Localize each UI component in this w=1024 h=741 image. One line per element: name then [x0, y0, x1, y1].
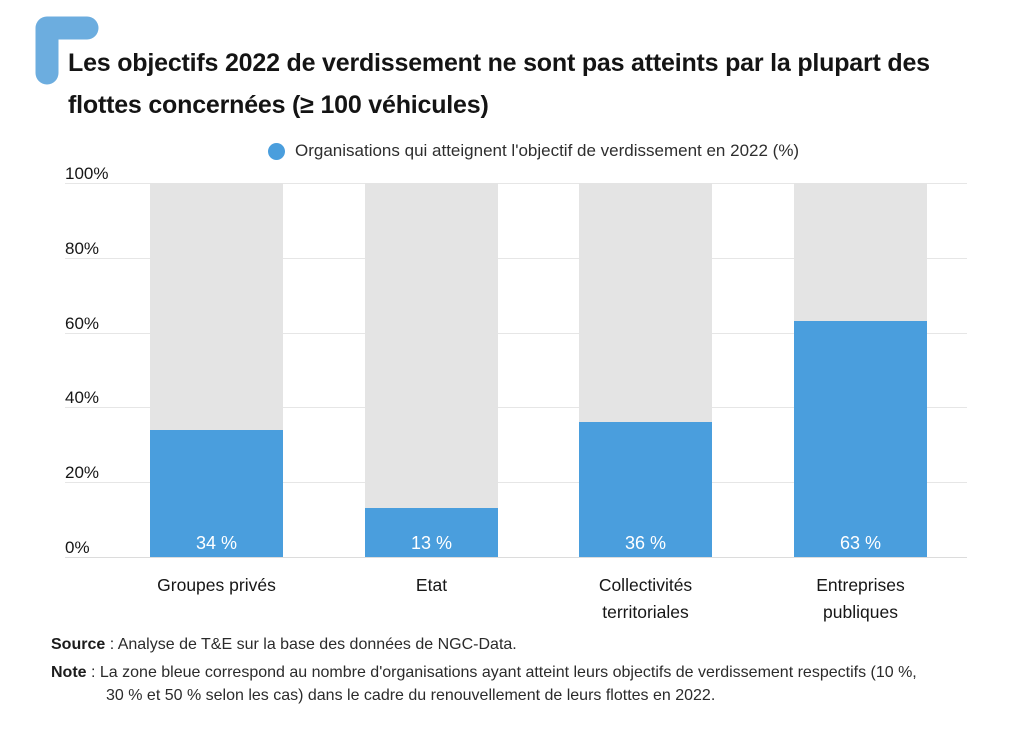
- category-label: Groupes privés: [157, 575, 276, 595]
- bar-value-label: 13 %: [410, 533, 453, 553]
- bar-fill: [579, 422, 712, 557]
- legend: Organisations qui atteignent l'objectif …: [268, 141, 799, 161]
- bar-value-label: 63 %: [839, 533, 882, 553]
- y-tick-label: 60%: [65, 314, 100, 333]
- bar-value-label: 36 %: [624, 533, 667, 553]
- source-line: Source : Analyse de T&E sur la base des …: [51, 634, 517, 656]
- source-label: Source: [51, 636, 106, 653]
- gridline: [65, 557, 967, 558]
- y-tick-label: 40%: [65, 388, 100, 407]
- note-line-1: Note : La zone bleue correspond au nombr…: [51, 662, 917, 684]
- y-tick-label: 20%: [65, 463, 100, 482]
- bar-fill: [150, 430, 283, 557]
- bar-value-label: 34 %: [195, 533, 238, 553]
- chart-title: Les objectifs 2022 de verdissement ne so…: [68, 42, 930, 126]
- category-label: Etat: [415, 575, 448, 595]
- bar-track: [365, 183, 498, 557]
- gridline: [65, 333, 967, 334]
- note-line-2: 30 % et 50 % selon les cas) dans le cadr…: [106, 687, 716, 704]
- legend-label: Organisations qui atteignent l'objectif …: [295, 141, 800, 160]
- y-tick-label: 0%: [65, 538, 90, 557]
- brand-corner-icon: [35, 16, 99, 85]
- y-tick-label: 80%: [65, 239, 100, 258]
- category-label: Entreprises publiques: [816, 575, 905, 622]
- gridline: [65, 258, 967, 259]
- gridline: [65, 482, 967, 483]
- note-label: Note: [51, 664, 87, 681]
- source-text: : Analyse de T&E sur la base des données…: [105, 636, 517, 653]
- chart-title-line-1: Les objectifs 2022 de verdissement ne so…: [68, 49, 930, 77]
- gridline: [65, 183, 967, 184]
- legend-marker-icon: [268, 142, 285, 160]
- bar-fill: [365, 508, 498, 557]
- gridline: [65, 407, 967, 408]
- note-text-1: : La zone bleue correspond au nombre d'o…: [86, 664, 917, 681]
- category-label: Collectivités territoriales: [598, 575, 693, 622]
- chart-title-line-2: flottes concernées (≥ 100 véhicules): [68, 91, 489, 119]
- bar-fill: [794, 321, 927, 557]
- y-tick-label: 100%: [65, 164, 109, 183]
